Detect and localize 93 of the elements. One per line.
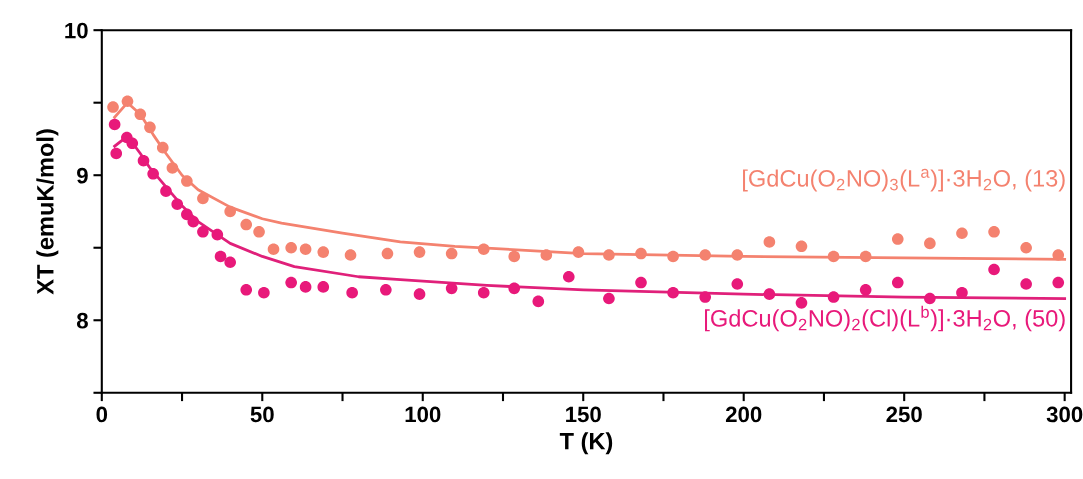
point xyxy=(317,246,330,258)
point xyxy=(445,247,458,260)
y-axis-title: XT (emuK/mol) xyxy=(36,129,59,295)
point xyxy=(413,246,426,258)
point xyxy=(477,286,490,299)
x-tick-label: 0 xyxy=(96,406,108,423)
point xyxy=(956,286,968,299)
point xyxy=(285,241,297,254)
point xyxy=(763,236,776,248)
y-tick-label: 9 xyxy=(77,167,88,184)
x-tick-label: 200 xyxy=(725,406,762,423)
point xyxy=(635,247,647,260)
point xyxy=(859,250,872,263)
text: [GdCu(O$_{2}$NO)$_{3}$(L$^{a}$)]·3H$_{2}$O, (13) xyxy=(743,168,1065,192)
point xyxy=(699,291,712,303)
point xyxy=(126,137,139,150)
point xyxy=(144,121,156,134)
point xyxy=(214,250,227,263)
x-tick-label: 300 xyxy=(1046,406,1083,423)
point xyxy=(924,237,936,250)
point xyxy=(197,192,209,205)
point xyxy=(731,278,744,290)
point xyxy=(924,292,936,305)
point xyxy=(413,288,426,300)
point xyxy=(477,243,490,255)
point xyxy=(891,276,904,289)
point xyxy=(988,225,1000,238)
point xyxy=(160,185,172,197)
point xyxy=(603,249,615,261)
point xyxy=(795,240,808,253)
x-tick-label: 250 xyxy=(886,406,922,423)
point xyxy=(572,246,585,258)
point xyxy=(211,228,224,241)
x-tick-label: 150 xyxy=(566,406,601,423)
point xyxy=(731,249,744,261)
point xyxy=(108,118,121,131)
point xyxy=(667,250,679,263)
point xyxy=(635,276,647,289)
x-tick-label: 50 xyxy=(250,406,274,423)
point xyxy=(240,218,253,231)
point xyxy=(253,225,265,238)
point xyxy=(891,233,904,245)
point xyxy=(827,250,840,263)
point xyxy=(763,288,776,300)
point xyxy=(134,108,147,121)
point xyxy=(1020,241,1032,254)
point xyxy=(445,282,458,295)
point xyxy=(110,147,123,160)
point xyxy=(224,256,236,269)
point xyxy=(508,250,521,263)
point xyxy=(240,283,253,296)
point xyxy=(532,295,545,308)
point xyxy=(346,286,358,299)
point xyxy=(181,208,193,221)
x-tick-label: 100 xyxy=(405,406,441,423)
point xyxy=(258,286,270,299)
point xyxy=(197,225,209,238)
point xyxy=(285,276,297,289)
point xyxy=(317,281,330,293)
point xyxy=(224,205,236,218)
y-tick-label: 8 xyxy=(76,312,88,329)
point xyxy=(381,247,394,260)
point xyxy=(988,263,1000,276)
point xyxy=(171,198,184,211)
point xyxy=(562,270,575,283)
point xyxy=(299,281,312,293)
point xyxy=(859,283,872,296)
x-axis-title: T (K) xyxy=(559,432,613,455)
point xyxy=(166,162,179,174)
point xyxy=(1020,278,1032,290)
point xyxy=(508,282,521,295)
point xyxy=(795,297,808,309)
point xyxy=(121,95,134,108)
point xyxy=(540,249,553,261)
point xyxy=(699,249,712,261)
point xyxy=(137,154,150,167)
point xyxy=(956,227,968,240)
point xyxy=(1052,249,1065,261)
point xyxy=(187,215,200,228)
y-tick-label: 10 xyxy=(65,22,88,39)
point xyxy=(1052,276,1065,289)
text: [GdCu(O$_{2}$NO)$_{2}$(Cl)(L$^{b}$)]·3H$_{2}$O, (50) xyxy=(705,305,1065,332)
point xyxy=(156,141,169,154)
point xyxy=(344,249,357,261)
point xyxy=(147,167,159,180)
point xyxy=(603,292,615,305)
point xyxy=(107,101,119,113)
point xyxy=(667,286,679,299)
point xyxy=(181,175,193,187)
point xyxy=(827,291,840,303)
point xyxy=(380,283,392,296)
point xyxy=(267,243,280,255)
point xyxy=(299,243,312,255)
